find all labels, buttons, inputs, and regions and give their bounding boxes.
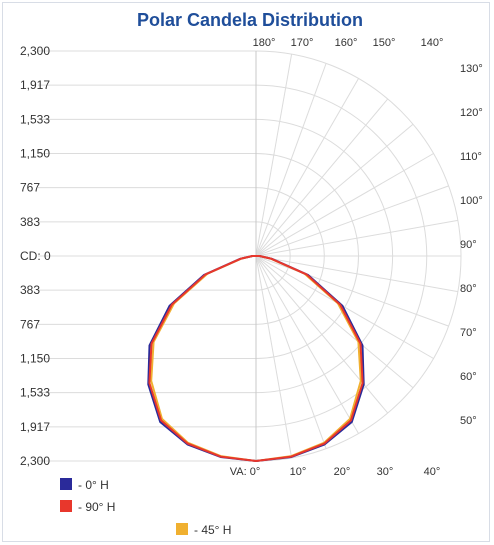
- va-angle-label: 140°: [421, 37, 444, 49]
- axis-labels: 2,300 1,917 1,533 1,150 767 383 CD: 0 383 767 1,1…: [20, 37, 483, 478]
- cd-tick-label: 383: [20, 283, 40, 297]
- cd-tick-label: 1,533: [20, 386, 50, 400]
- series-layer: [147, 255, 365, 462]
- grid-radial: [255, 255, 434, 359]
- cd-tick-label: 383: [20, 215, 40, 229]
- va-angle-label: VA: 0°: [230, 466, 261, 478]
- grid-radial: [255, 255, 449, 327]
- cd-tick-label: CD: 0: [20, 249, 51, 263]
- cd-tick-label: 1,150: [20, 352, 50, 366]
- va-angle-label: 130°: [460, 63, 483, 75]
- cd-tick-label: 2,300: [20, 454, 50, 468]
- grid-radial: [255, 255, 327, 449]
- legend-swatch: [60, 478, 72, 490]
- va-angle-label: 120°: [460, 107, 483, 119]
- va-angle-label: 10°: [290, 466, 307, 478]
- polar-grid: [38, 50, 462, 462]
- va-angle-label: 160°: [335, 37, 358, 49]
- series-line: [148, 255, 364, 462]
- legend-label: - 90° H: [78, 500, 115, 514]
- grid-radial: [255, 255, 359, 434]
- cd-tick-label: 1,917: [20, 420, 50, 434]
- va-angle-label: 60°: [460, 371, 477, 383]
- legend-label: - 45° H: [194, 523, 231, 537]
- grid-radial: [255, 98, 389, 257]
- chart-title: Polar Candela Distribution: [137, 10, 363, 30]
- grid-radial: [255, 63, 327, 257]
- va-angle-label: 110°: [460, 151, 482, 163]
- cd-tick-label: 1,533: [20, 112, 50, 126]
- cd-tick-label: 767: [20, 317, 40, 331]
- legend: - 0° H - 90° H - 45° H: [60, 478, 231, 537]
- va-angle-label: 80°: [460, 283, 477, 295]
- va-angle-label: 30°: [377, 466, 394, 478]
- legend-swatch: [60, 500, 72, 512]
- va-angle-label: 180°: [253, 37, 276, 49]
- chart-frame: [2, 2, 490, 542]
- va-angle-label: 150°: [373, 37, 396, 49]
- va-angle-label: 100°: [460, 195, 483, 207]
- va-angle-label: 70°: [460, 327, 477, 339]
- grid-radial: [255, 219, 458, 257]
- grid-radial: [255, 255, 293, 458]
- cd-tick-label: 767: [20, 181, 40, 195]
- grid-radial: [255, 123, 414, 257]
- grid-radial: [255, 54, 293, 257]
- va-angle-label: 50°: [460, 415, 477, 427]
- legend-label: - 0° H: [78, 478, 109, 492]
- grid-radial: [255, 255, 458, 293]
- va-angle-label: 40°: [424, 466, 441, 478]
- va-angle-label: 20°: [334, 466, 351, 478]
- cd-tick-label: 2,300: [20, 44, 50, 58]
- legend-swatch: [176, 523, 188, 535]
- grid-radial: [255, 255, 414, 389]
- cd-tick-label: 1,917: [20, 78, 50, 92]
- grid-radial: [255, 185, 449, 257]
- grid-radial: [255, 153, 434, 257]
- cd-tick-label: 1,150: [20, 147, 50, 161]
- grid-radial: [255, 78, 359, 257]
- grid-radial: [255, 255, 389, 414]
- va-angle-label: 90°: [460, 239, 477, 251]
- va-angle-label: 170°: [291, 37, 314, 49]
